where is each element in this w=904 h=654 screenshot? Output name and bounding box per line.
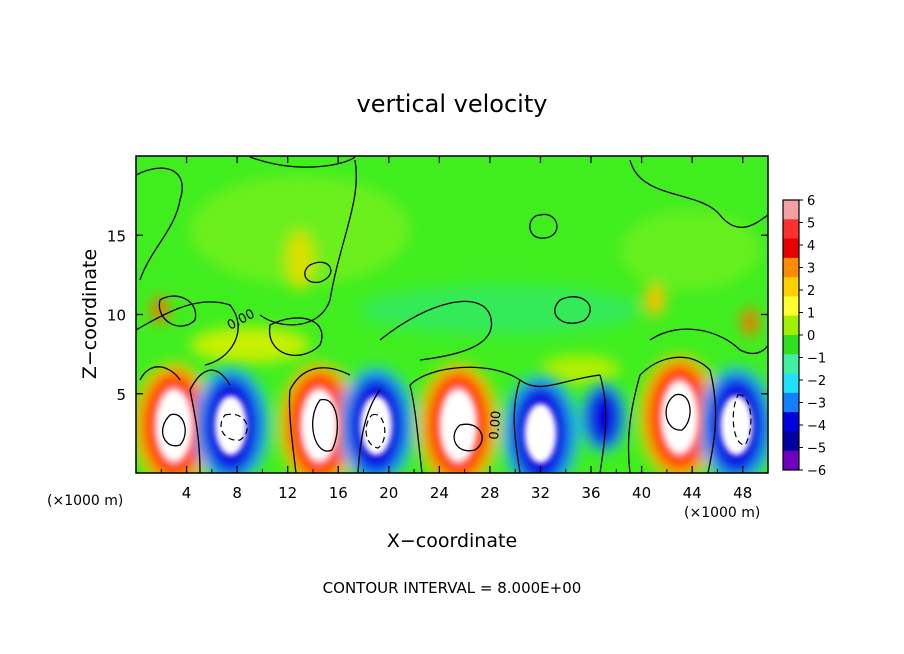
y-tick-label: 10: [107, 307, 126, 325]
x-tick-label: 44: [683, 484, 702, 502]
colorbar-label: −1: [807, 352, 826, 367]
x-axis: 4 8 12 16 20 24 28 32 36 40 44 48: [160, 156, 752, 502]
colorbar-swatch: [783, 450, 799, 471]
colorbar-swatch: [783, 238, 799, 259]
x-tick-label: 36: [581, 484, 600, 502]
colorbar-label: 5: [807, 217, 815, 232]
x-tick-label: 24: [430, 484, 449, 502]
y-tick-label: 15: [107, 227, 126, 245]
contour-label: 0.00: [487, 410, 504, 440]
colorbar-label: −4: [807, 419, 826, 434]
colorbar-label: 0: [807, 329, 815, 344]
colorbar-label: −6: [807, 464, 826, 479]
colorbar: 6 5 4 3 2 1 0 −1 −2 −3 −4 −5 −6: [782, 194, 826, 479]
colorbar-swatch: [783, 219, 799, 240]
y-axis: 5 10 15: [107, 227, 768, 404]
colorbar-swatch: [783, 200, 799, 220]
colorbar-swatch: [783, 257, 799, 278]
colorbar-swatch: [783, 296, 799, 317]
x-tick-label: 32: [531, 484, 550, 502]
colorbar-label: 6: [807, 194, 815, 209]
updraft-core: [441, 390, 476, 461]
colorbar-label: 4: [807, 239, 815, 254]
colorbar-label: 3: [807, 262, 815, 277]
x-tick-label: 12: [278, 484, 297, 502]
velocity-field: 0.00 0.00: [136, 156, 768, 473]
colorbar-label: 1: [807, 307, 815, 322]
colorbar-label: −3: [807, 397, 826, 412]
colorbar-label: 2: [807, 284, 815, 299]
colorbar-swatch: [783, 373, 799, 394]
colorbar-label: −5: [807, 442, 826, 457]
downdraft-core: [720, 395, 753, 456]
colorbar-label: −2: [807, 374, 826, 389]
colorbar-swatch: [783, 412, 799, 432]
updraft-core: [302, 390, 337, 461]
x-tick-label: 4: [182, 484, 192, 502]
colorbar-swatch: [783, 354, 799, 375]
chart-title: vertical velocity: [357, 90, 548, 118]
x-tick-label: 20: [379, 484, 398, 502]
x-unit-label-right: (×1000 m): [684, 505, 760, 521]
updraft-core: [662, 382, 697, 453]
x-tick-label: 40: [632, 484, 651, 502]
colorbar-swatch: [783, 392, 799, 413]
x-unit-label-left: (×1000 m): [47, 493, 123, 509]
x-tick-label: 48: [733, 484, 752, 502]
y-axis-label: Z−coordinate: [79, 249, 101, 379]
downdraft-core: [524, 403, 557, 464]
x-tick-label: 16: [329, 484, 348, 502]
y-tick-label: 5: [116, 386, 126, 404]
x-axis-label: X−coordinate: [387, 530, 517, 552]
colorbar-swatch: [783, 431, 799, 452]
downdraft-cell: [585, 387, 622, 448]
colorbar-swatch: [783, 335, 799, 355]
updraft-core: [156, 390, 191, 461]
contour-interval-text: CONTOUR INTERVAL = 8.000E+00: [323, 579, 582, 597]
x-tick-label: 28: [480, 484, 499, 502]
x-tick-label: 8: [232, 484, 242, 502]
downdraft-core: [214, 395, 247, 456]
colorbar-swatch: [783, 277, 799, 297]
colorbar-swatch: [783, 315, 799, 336]
